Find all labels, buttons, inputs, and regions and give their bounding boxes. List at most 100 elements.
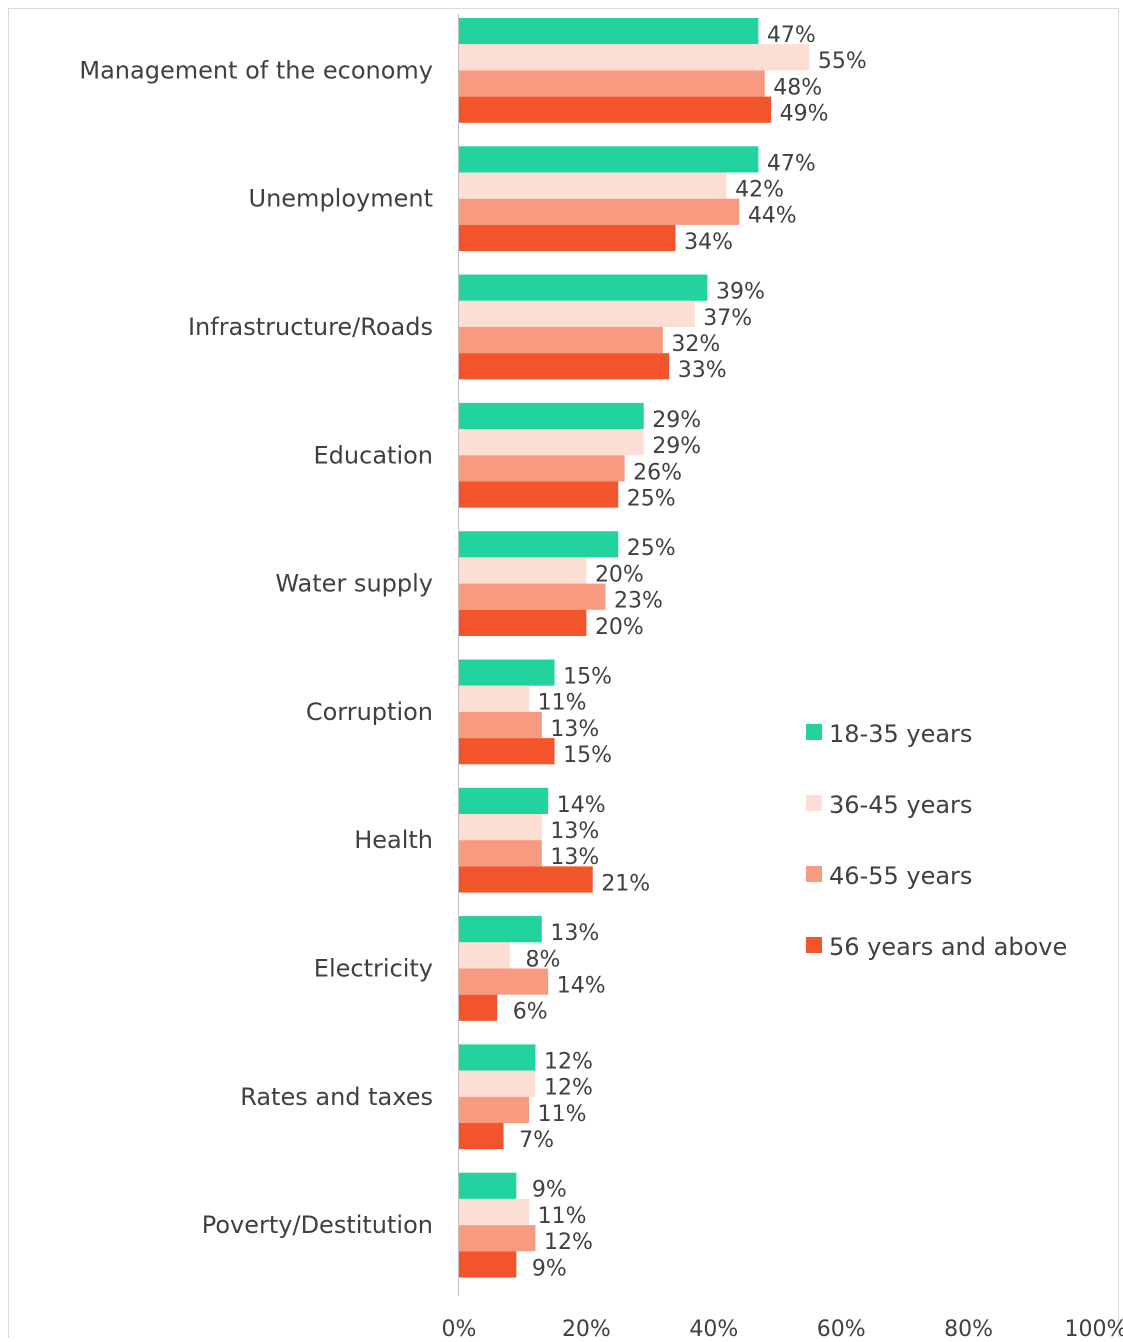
bar-corruption-36-45-years (459, 685, 530, 712)
data-label-infrastructure-roads-18-35-years: 39% (716, 280, 765, 305)
data-label-infrastructure-roads-56-years-and-above: 33% (678, 358, 727, 383)
data-label-poverty-destitution-36-45-years: 11% (538, 1204, 587, 1229)
data-label-management-of-the-economy-56-years-and-above: 49% (780, 102, 829, 127)
x-axis-ticks-layer: 0% 20% 40% 60% 80% 100% (442, 1317, 1123, 1342)
data-label-management-of-the-economy-36-45-years: 55% (818, 49, 867, 74)
data-label-unemployment-18-35-years: 47% (767, 151, 816, 176)
bar-corruption-18-35-years (459, 659, 555, 686)
bar-health-46-55-years (459, 840, 542, 867)
category-label-education: Education (314, 441, 433, 469)
category-label-water-supply: Water supply (275, 570, 433, 598)
data-label-unemployment-56-years-and-above: 34% (684, 230, 733, 255)
data-label-education-18-35-years: 29% (652, 408, 701, 433)
legend-label-18-35-years: 18-35 years (829, 720, 972, 748)
category-label-rates-and-taxes: Rates and taxes (240, 1083, 433, 1111)
legend-label-36-45-years: 36-45 years (829, 791, 972, 819)
x-tick-label-40: 40% (689, 1317, 738, 1338)
data-label-health-46-55-years: 13% (550, 845, 599, 870)
bar-infrastructure-roads-18-35-years (459, 274, 708, 301)
bar-electricity-46-55-years (459, 968, 549, 995)
data-label-corruption-36-45-years: 11% (538, 691, 587, 716)
data-label-poverty-destitution-46-55-years: 12% (544, 1230, 593, 1255)
data-label-electricity-56-years-and-above: 6% (513, 1000, 548, 1025)
category-label-electricity: Electricity (314, 955, 433, 983)
x-tick-label-60: 60% (817, 1317, 866, 1338)
x-tick-label-0: 0% (442, 1317, 477, 1338)
data-label-health-18-35-years: 14% (557, 793, 606, 818)
data-label-management-of-the-economy-46-55-years: 48% (773, 75, 822, 100)
data-label-rates-and-taxes-56-years-and-above: 7% (519, 1128, 554, 1153)
bar-rates-and-taxes-36-45-years (459, 1070, 536, 1097)
bar-rates-and-taxes-56-years-and-above (459, 1123, 504, 1150)
data-label-rates-and-taxes-46-55-years: 11% (538, 1102, 587, 1127)
bar-poverty-destitution-56-years-and-above (459, 1251, 517, 1278)
bar-corruption-46-55-years (459, 711, 542, 739)
data-label-water-supply-18-35-years: 25% (627, 536, 676, 561)
data-label-water-supply-56-years-and-above: 20% (595, 615, 644, 640)
bar-water-supply-18-35-years (459, 531, 619, 558)
bar-management-of-the-economy-18-35-years (459, 18, 759, 45)
data-label-unemployment-46-55-years: 44% (748, 204, 797, 229)
x-tick-label-80: 80% (944, 1317, 993, 1338)
category-label-poverty-destitution: Poverty/Destitution (202, 1211, 433, 1239)
bar-infrastructure-roads-36-45-years (459, 300, 695, 327)
bar-electricity-36-45-years (459, 942, 510, 969)
legend: 18-35 years 36-45 years 46-55 years 56 year… (806, 720, 1067, 961)
data-label-corruption-18-35-years: 15% (563, 665, 612, 690)
bar-electricity-56-years-and-above (459, 994, 498, 1021)
value-labels-layer: 47%55%48%49%47%42%44%34%39%37%32%33%29%2… (513, 23, 867, 1281)
bar-management-of-the-economy-56-years-and-above (459, 96, 772, 123)
category-label-unemployment: Unemployment (249, 185, 433, 213)
bar-education-36-45-years (459, 429, 644, 456)
data-label-poverty-destitution-18-35-years: 9% (532, 1178, 567, 1203)
bar-unemployment-36-45-years (459, 172, 727, 199)
category-labels-layer: Management of the economy Unemployment Inf… (79, 56, 433, 1239)
category-label-infrastructure-roads: Infrastructure/Roads (188, 313, 433, 341)
category-label-health: Health (354, 826, 433, 854)
x-tick-label-20: 20% (562, 1317, 611, 1338)
legend-swatch-18-35-years (806, 724, 822, 740)
bar-health-56-years-and-above (459, 866, 593, 893)
data-label-rates-and-taxes-36-45-years: 12% (544, 1076, 593, 1101)
data-label-corruption-46-55-years: 13% (550, 717, 599, 742)
bar-infrastructure-roads-56-years-and-above (459, 353, 670, 380)
bar-management-of-the-economy-36-45-years (459, 44, 810, 71)
category-label-management-of-the-economy: Management of the economy (79, 56, 433, 84)
bar-poverty-destitution-36-45-years (459, 1198, 530, 1226)
data-label-water-supply-36-45-years: 20% (595, 562, 644, 587)
data-label-infrastructure-roads-36-45-years: 37% (703, 306, 752, 331)
data-label-electricity-18-35-years: 13% (550, 921, 599, 946)
bar-poverty-destitution-46-55-years (459, 1225, 536, 1252)
data-label-poverty-destitution-56-years-and-above: 9% (532, 1256, 567, 1281)
data-label-health-56-years-and-above: 21% (601, 871, 650, 896)
bar-education-56-years-and-above (459, 481, 619, 508)
bar-infrastructure-roads-46-55-years (459, 327, 663, 354)
data-label-management-of-the-economy-18-35-years: 47% (767, 23, 816, 48)
legend-label-56-years-and-above: 56 years and above (829, 933, 1067, 961)
bar-unemployment-18-35-years (459, 146, 759, 173)
data-label-electricity-46-55-years: 14% (557, 974, 606, 999)
data-label-education-46-55-years: 26% (633, 460, 682, 485)
chart-border (8, 8, 1119, 1342)
data-label-unemployment-36-45-years: 42% (735, 178, 784, 203)
data-label-infrastructure-roads-46-55-years: 32% (671, 332, 720, 357)
data-label-education-36-45-years: 29% (652, 434, 701, 459)
bars-layer (459, 18, 810, 1278)
bar-water-supply-46-55-years (459, 583, 606, 610)
bar-health-36-45-years (459, 814, 542, 841)
data-label-rates-and-taxes-18-35-years: 12% (544, 1049, 593, 1074)
data-label-health-36-45-years: 13% (550, 819, 599, 844)
data-label-electricity-36-45-years: 8% (526, 947, 561, 972)
bar-water-supply-56-years-and-above (459, 609, 587, 636)
data-label-education-56-years-and-above: 25% (627, 487, 676, 512)
bar-unemployment-56-years-and-above (459, 224, 676, 252)
bar-rates-and-taxes-18-35-years (459, 1044, 536, 1071)
bar-management-of-the-economy-46-55-years (459, 70, 765, 97)
bar-poverty-destitution-18-35-years (459, 1172, 517, 1199)
x-tick-label-100: 100% (1065, 1317, 1123, 1338)
bar-unemployment-46-55-years (459, 198, 740, 225)
data-label-water-supply-46-55-years: 23% (614, 589, 663, 614)
data-label-corruption-56-years-and-above: 15% (563, 743, 612, 768)
